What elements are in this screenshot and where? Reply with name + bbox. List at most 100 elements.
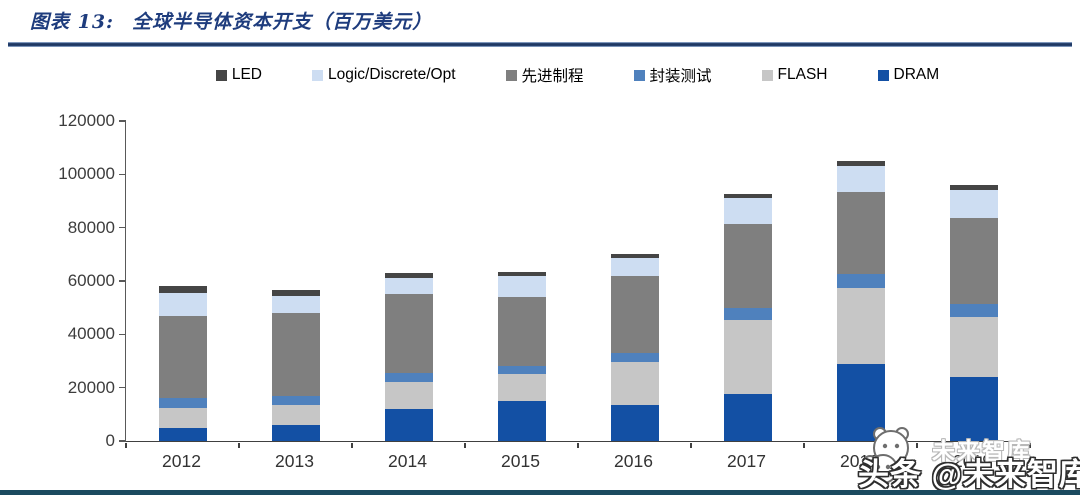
bar-column bbox=[497, 121, 546, 441]
legend-label: LED bbox=[231, 66, 262, 83]
x-axis-label: 2016 bbox=[614, 451, 653, 471]
bar-column bbox=[949, 121, 998, 441]
x-axis-label: 2012 bbox=[162, 451, 201, 471]
legend-label: FLASH bbox=[777, 66, 828, 83]
legend-swatch-icon bbox=[633, 69, 645, 81]
bar-segment bbox=[384, 278, 433, 295]
bar-segment bbox=[723, 194, 772, 199]
legend-item: Logic/Discrete/Opt bbox=[312, 66, 456, 84]
x-axis-label: 2019 bbox=[953, 451, 992, 471]
bar-segment bbox=[384, 382, 433, 409]
bar-segment bbox=[158, 427, 207, 441]
y-axis-tick bbox=[119, 440, 126, 442]
legend-swatch-icon bbox=[505, 69, 517, 81]
legend-label: 先进制程 bbox=[521, 68, 584, 85]
y-axis-tick-label: 120000 bbox=[58, 111, 115, 130]
x-axis-tick bbox=[916, 443, 918, 448]
x-axis-tick bbox=[238, 443, 240, 448]
watermark-main-text: 头条 @未来智库 bbox=[858, 457, 1080, 492]
bar-segment bbox=[158, 293, 207, 316]
bar-segment bbox=[271, 425, 320, 441]
bar-segment bbox=[610, 258, 659, 276]
bar-segment bbox=[271, 405, 320, 425]
bar-segment bbox=[384, 294, 433, 373]
title-underline bbox=[8, 42, 1072, 47]
y-axis-tick bbox=[119, 280, 126, 282]
bar-segment bbox=[949, 218, 998, 304]
legend-label: 封装测试 bbox=[649, 68, 712, 85]
figure-title-prefix: 图表 13: bbox=[30, 11, 115, 33]
figure-title: 图表 13: 全球半导体资本开支（百万美元） bbox=[30, 7, 432, 34]
bar-segment bbox=[384, 273, 433, 279]
legend-item: 封装测试 bbox=[633, 64, 712, 86]
x-axis-label: 2015 bbox=[501, 451, 540, 471]
bar-segment bbox=[610, 353, 659, 363]
y-axis-tick-label: 80000 bbox=[67, 217, 115, 237]
bar-segment bbox=[949, 303, 998, 317]
bar-segment bbox=[497, 271, 546, 276]
bar-segment bbox=[723, 319, 772, 395]
y-axis-tick-label: 100000 bbox=[58, 164, 115, 184]
bar-segment bbox=[497, 374, 546, 401]
bar-segment bbox=[949, 190, 998, 219]
x-axis-tick bbox=[577, 443, 579, 448]
y-axis-tick bbox=[119, 333, 126, 336]
y-axis-tick bbox=[119, 386, 126, 389]
y-axis-tick-label: 20000 bbox=[67, 377, 115, 397]
legend-item: DRAM bbox=[877, 66, 940, 84]
bar-segment bbox=[836, 274, 885, 288]
legend-label: Logic/Discrete/Opt bbox=[328, 66, 456, 83]
bar-column bbox=[384, 121, 433, 441]
legend-swatch-icon bbox=[215, 69, 227, 81]
bar-segment bbox=[949, 185, 998, 191]
y-axis-tick-label: 0 bbox=[105, 431, 115, 450]
bar-segment bbox=[723, 198, 772, 224]
bar-segment bbox=[271, 395, 320, 405]
x-axis-tick bbox=[1029, 443, 1031, 448]
y-axis-tick-label: 60000 bbox=[67, 271, 115, 290]
figure-title-text: 全球半导体资本开支（百万美元） bbox=[132, 11, 433, 33]
bar-segment bbox=[723, 394, 772, 441]
x-axis-tick bbox=[803, 443, 805, 448]
legend-item: 先进制程 bbox=[505, 64, 584, 86]
bar-segment bbox=[497, 366, 546, 375]
bar-column bbox=[723, 121, 772, 441]
bar-segment bbox=[158, 315, 207, 399]
bar-segment bbox=[836, 287, 885, 364]
legend-item: FLASH bbox=[761, 66, 828, 84]
plot-area bbox=[119, 120, 1031, 448]
bar-segment bbox=[836, 191, 885, 275]
bar-segment bbox=[949, 317, 998, 377]
x-axis-tick bbox=[351, 443, 353, 448]
bar-segment bbox=[384, 373, 433, 383]
panda-face-icon bbox=[852, 424, 930, 491]
legend-label: DRAM bbox=[893, 66, 940, 83]
y-axis-tick bbox=[119, 173, 126, 176]
legend-swatch-icon bbox=[761, 69, 773, 81]
bar-segment bbox=[158, 286, 207, 293]
y-axis-tick bbox=[119, 226, 126, 229]
legend-item: LED bbox=[215, 66, 262, 84]
bar-segment bbox=[723, 307, 772, 320]
bar-segment bbox=[271, 290, 320, 296]
bar-segment bbox=[610, 275, 659, 353]
x-axis-tick bbox=[690, 443, 692, 448]
bar-column bbox=[610, 121, 659, 441]
bar-column bbox=[158, 121, 207, 441]
x-axis-tick bbox=[125, 443, 127, 448]
bar-segment bbox=[158, 407, 207, 428]
bar-segment bbox=[610, 405, 659, 441]
bar-segment bbox=[610, 254, 659, 259]
chart-legend: LED Logic/Discrete/Opt 先进制程 封装测试 FLASH DRAM bbox=[125, 64, 1030, 86]
legend-swatch-icon bbox=[312, 69, 323, 81]
legend-swatch-icon bbox=[877, 69, 889, 81]
x-axis-label: 2013 bbox=[275, 451, 314, 471]
bar-segment bbox=[271, 313, 320, 396]
bar-segment bbox=[497, 275, 546, 297]
bar-segment bbox=[271, 295, 320, 313]
x-axis-label: 2017 bbox=[727, 451, 766, 471]
bar-segment bbox=[610, 362, 659, 405]
bar-segment bbox=[836, 166, 885, 192]
bar-column bbox=[271, 121, 320, 441]
